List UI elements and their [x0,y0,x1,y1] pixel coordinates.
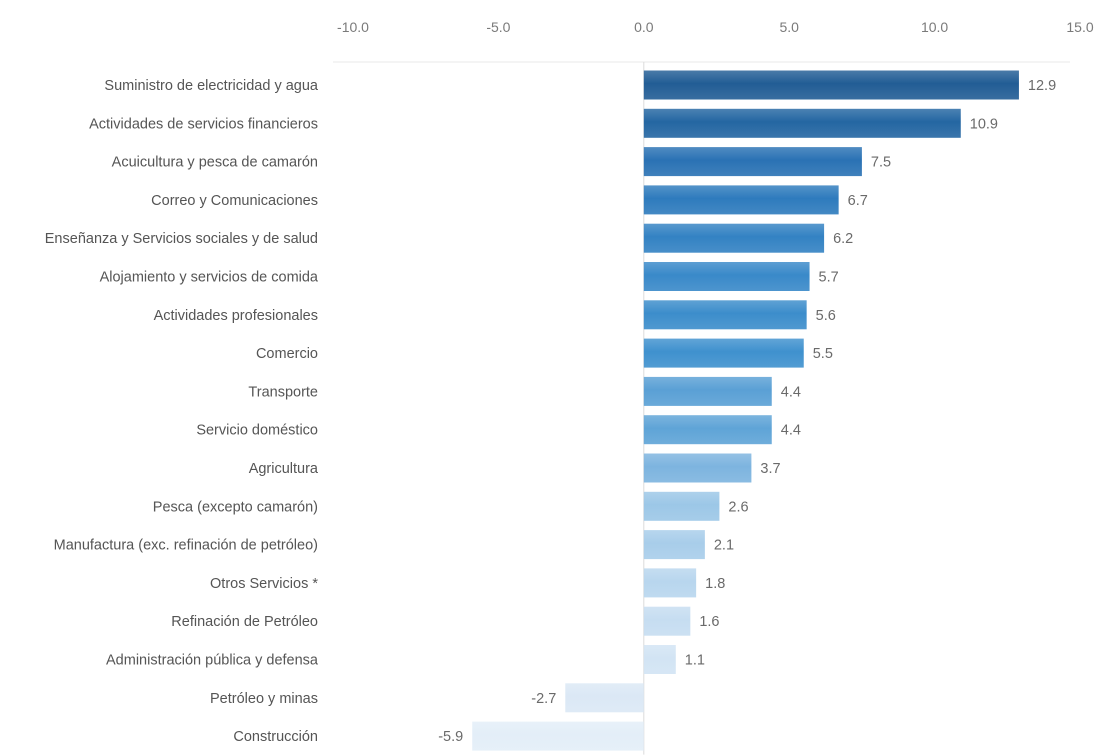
bar [643,606,691,636]
bar [643,530,705,560]
value-label: 2.1 [714,538,734,554]
value-label: 1.1 [685,653,705,669]
value-label: 6.2 [833,231,853,247]
category-label: Actividades profesionales [154,308,318,324]
category-label: Correo y Comunicaciones [151,193,318,209]
x-tick-label: 0.0 [634,19,654,35]
value-label: 1.8 [705,576,725,592]
value-label: 1.6 [699,614,719,630]
category-label: Enseñanza y Servicios sociales y de salu… [45,231,318,247]
value-label: 4.4 [781,384,801,400]
bar [643,300,807,330]
x-tick-label: 5.0 [779,19,799,35]
category-label: Administración pública y defensa [106,653,319,669]
category-label: Refinación de Petróleo [171,614,318,630]
bar [643,376,772,406]
value-label: -2.7 [531,691,556,707]
value-label: 6.7 [848,193,868,209]
bar [643,70,1019,100]
bar [643,262,810,291]
bar [643,338,804,368]
bars [472,70,1019,751]
category-label: Petróleo y minas [210,691,318,707]
value-label: 2.6 [728,499,748,515]
category-label: Manufactura (exc. refinación de petróleo… [54,538,318,554]
bar [643,147,862,177]
value-label: 10.9 [970,116,998,132]
category-label: Transporte [248,384,318,400]
bar [643,491,720,521]
bar [472,721,644,751]
category-label: Pesca (excepto camarón) [153,499,318,515]
category-label: Actividades de servicios financieros [89,116,318,132]
x-tick-label: 15.0 [1066,19,1093,35]
value-label: 5.7 [819,270,839,286]
category-label: Otros Servicios * [210,576,318,592]
category-label: Construcción [233,729,318,745]
value-label: 4.4 [781,423,801,439]
category-label: Comercio [256,346,318,362]
x-tick-label: 10.0 [921,19,948,35]
x-tick-label: -10.0 [337,19,369,35]
bar [643,453,752,483]
value-label: 7.5 [871,155,891,171]
bar [643,223,825,253]
value-label: 12.9 [1028,78,1056,94]
bar [643,415,772,445]
bar [643,185,839,215]
value-label: -5.9 [438,729,463,745]
category-label: Agricultura [249,461,319,477]
bar [565,683,644,713]
bar [643,645,676,674]
bar [643,568,697,598]
x-axis: -10.0 -5.0 0.0 5.0 10.0 15.0 [333,19,1094,755]
category-label: Suministro de electricidad y agua [104,78,319,94]
category-label: Acuicultura y pesca de camarón [112,155,318,171]
category-label: Alojamiento y servicios de comida [100,270,319,286]
value-labels: 12.9 10.9 7.5 6.7 6.2 5.7 5.6 5.5 4.4 4.4 3.7 2.6 2.… [438,78,1056,745]
x-tick-label: -5.0 [486,19,510,35]
value-label: 5.6 [816,308,836,324]
value-label: 3.7 [760,461,780,477]
bar [643,108,961,138]
category-label: Servicio doméstico [196,423,318,439]
category-labels: Suministro de electricidad y agua Activid… [45,78,319,745]
value-label: 5.5 [813,346,833,362]
